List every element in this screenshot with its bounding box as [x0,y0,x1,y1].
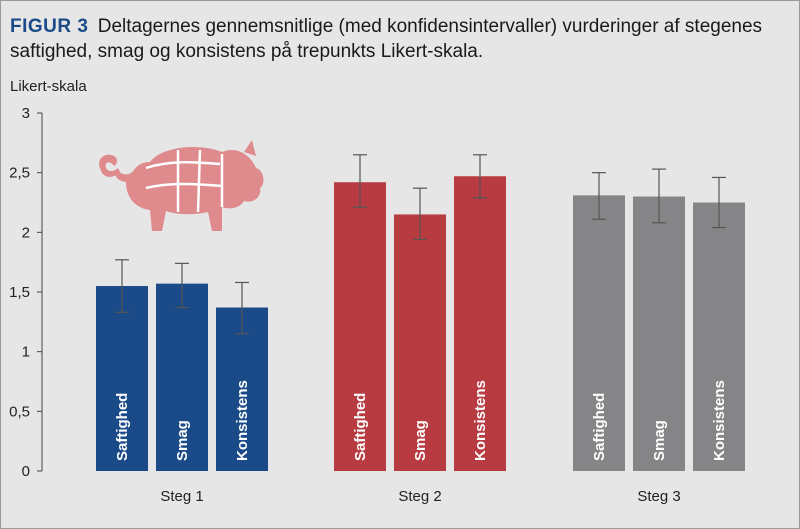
group-label: Steg 2 [398,488,441,505]
y-tick-label: 3 [22,105,30,122]
bar-label: Konsistens [711,380,728,461]
bar-label: Smag [174,420,191,461]
bar-label: Smag [412,420,429,461]
figure-caption-text: Deltagernes gennemsnitlige (med konfiden… [10,16,763,62]
bar-label: Smag [651,420,668,461]
bar [156,283,208,471]
pig-icon [99,140,264,231]
bar [334,182,386,472]
y-tick-label: 0,5 [9,403,30,420]
y-tick-label: 2,5 [9,165,30,182]
y-tick-label: 0 [22,463,30,480]
bar [693,202,745,471]
y-axis: 0 0,5 1 1,5 2 2,5 3 [9,105,43,480]
group-label: Steg 1 [160,488,203,505]
bar [573,195,625,471]
bar-label: Saftighed [352,393,369,461]
bar [216,307,268,471]
bar [454,176,506,471]
y-axis-title: Likert-skala [10,78,87,95]
bar [394,214,446,471]
bar [96,286,148,471]
bar-label: Konsistens [472,380,489,461]
bars-layer: Saftighed Smag Konsistens Steg 1 Saftighed Sm… [96,154,745,505]
bar [633,196,685,472]
bar-label: Konsistens [234,380,251,461]
figure-caption: FIGUR 3 Deltagernes gennemsnitlige (med … [10,14,790,64]
y-tick-label: 2 [22,224,30,241]
bar-label: Saftighed [591,393,608,461]
y-tick-label: 1 [22,344,30,361]
group-label: Steg 3 [637,488,680,505]
y-tick-label: 1,5 [9,284,30,301]
bar-label: Saftighed [114,393,131,461]
figure-label: FIGUR 3 [10,16,89,37]
